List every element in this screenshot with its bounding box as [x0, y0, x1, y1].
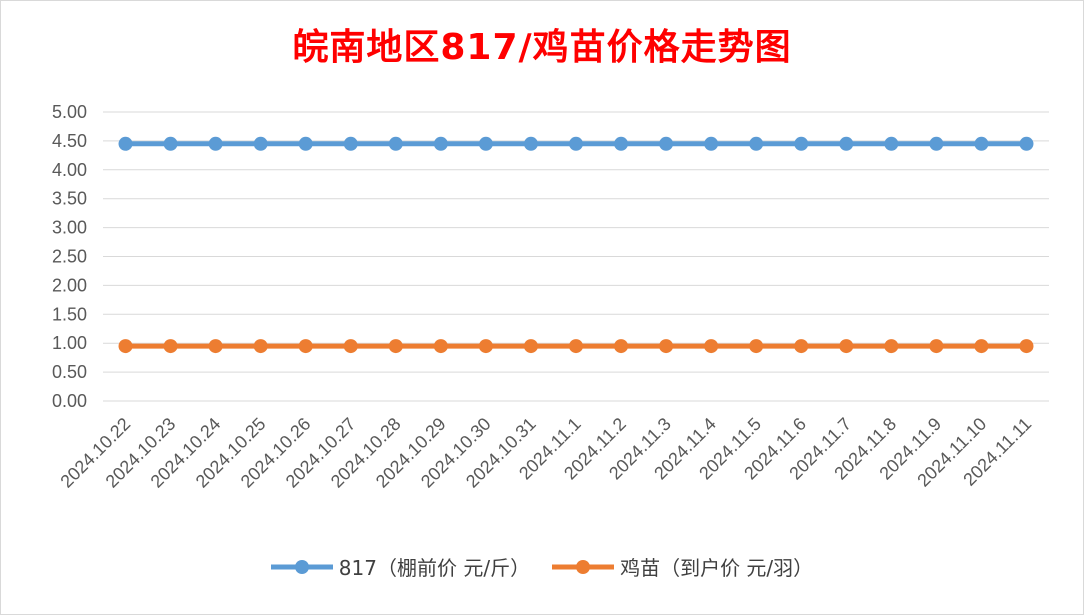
- data-point: [433, 136, 448, 151]
- data-point: [118, 339, 133, 354]
- data-point: [343, 136, 358, 151]
- data-point: [569, 339, 583, 354]
- y-tick-label: 2.00: [52, 275, 87, 295]
- data-point: [1019, 339, 1034, 354]
- y-tick-label: 4.00: [52, 160, 87, 180]
- data-point: [794, 136, 809, 151]
- y-tick-label: 1.00: [52, 333, 87, 353]
- data-point: [208, 136, 223, 151]
- legend-label-817: 817（棚前价 元/斤）: [338, 556, 531, 580]
- data-point: [614, 339, 629, 354]
- data-point: [118, 136, 133, 151]
- data-point: [749, 136, 764, 151]
- y-tick-label: 1.50: [52, 304, 87, 324]
- data-point: [884, 136, 899, 151]
- data-point: [388, 136, 403, 151]
- data-point: [704, 136, 719, 151]
- legend-item-817: 817（棚前价 元/斤）: [270, 552, 531, 581]
- data-point: [839, 136, 854, 151]
- y-tick-label: 0.50: [52, 362, 87, 382]
- data-point: [1019, 136, 1034, 151]
- data-point: [163, 136, 178, 151]
- data-point: [794, 339, 809, 354]
- data-point: [704, 339, 719, 354]
- legend-swatch-817: [270, 559, 333, 574]
- data-point: [388, 339, 403, 354]
- legend-label-chick: 鸡苗（到户价 元/羽）: [620, 556, 814, 580]
- data-point: [839, 339, 854, 354]
- data-point: [974, 136, 989, 151]
- data-point: [163, 339, 178, 354]
- data-point: [208, 339, 223, 354]
- data-point: [253, 136, 268, 151]
- data-point: [523, 339, 538, 354]
- y-tick-label: 3.50: [52, 189, 87, 209]
- y-tick-label: 0.00: [52, 391, 87, 411]
- data-point: [478, 136, 493, 151]
- data-point: [253, 339, 268, 354]
- data-point: [298, 136, 313, 151]
- data-point: [974, 339, 989, 354]
- data-point: [569, 136, 583, 151]
- data-point: [659, 339, 674, 354]
- data-point: [749, 339, 764, 354]
- legend-item-chick: 鸡苗（到户价 元/羽）: [552, 552, 813, 581]
- data-point: [343, 339, 358, 354]
- legend: 817（棚前价 元/斤） 鸡苗（到户价 元/羽）: [0, 552, 1084, 581]
- legend-swatch-chick: [552, 559, 615, 574]
- y-tick-label: 5.00: [52, 102, 87, 122]
- y-tick-label: 4.50: [52, 131, 87, 151]
- chart-title: 皖南地区817/鸡苗价格走势图: [292, 27, 792, 68]
- data-point: [884, 339, 899, 354]
- data-point: [433, 339, 448, 354]
- data-point: [659, 136, 674, 151]
- y-tick-label: 2.50: [52, 247, 87, 267]
- data-point: [298, 339, 313, 354]
- data-point: [929, 339, 944, 354]
- data-point: [614, 136, 629, 151]
- data-point: [929, 136, 944, 151]
- y-tick-label: 3.00: [52, 218, 87, 238]
- data-point: [478, 339, 493, 354]
- data-point: [523, 136, 538, 151]
